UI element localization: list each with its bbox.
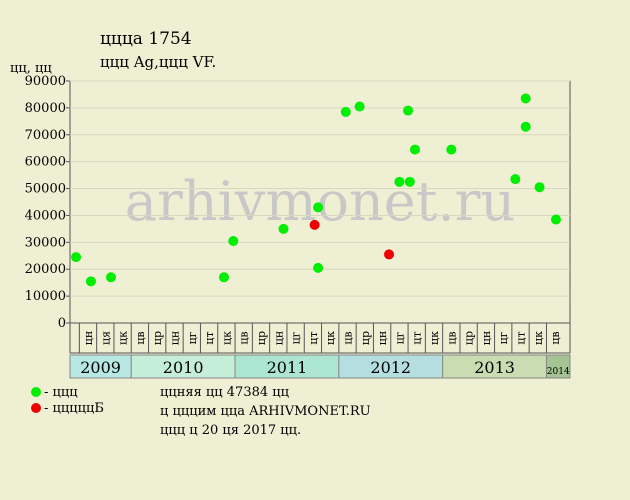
x-tick-label: цр <box>255 331 268 345</box>
data-point <box>404 176 415 187</box>
y-tick-label: 80000 <box>25 101 66 116</box>
data-point <box>534 182 545 193</box>
note: ц цццим ццa ARHIVMONET.RU <box>160 404 371 419</box>
y-tick-label: 60000 <box>25 155 66 170</box>
x-tick-label: цк <box>117 331 130 345</box>
year-label: 2014 <box>547 367 570 377</box>
y-tick-label: 10000 <box>25 289 66 304</box>
data-point <box>85 276 96 287</box>
year-band <box>545 354 571 379</box>
legend-marker <box>31 387 41 397</box>
data-point <box>394 176 405 187</box>
x-tick-label: цн <box>480 331 493 345</box>
y-axis-label: цц, цц <box>10 61 52 76</box>
data-point <box>228 235 239 246</box>
x-tick-label: цр <box>463 331 476 345</box>
x-tick-label: цк <box>220 331 233 345</box>
legend-marker <box>31 403 41 413</box>
legend-label: - ццц <box>44 385 78 400</box>
chart-title: ццца 1754 <box>100 29 192 49</box>
chart-subtitle: ццц Ag,ццц VF. <box>100 53 216 71</box>
x-tick-label: цт <box>515 331 528 344</box>
y-tick-label: 40000 <box>25 208 66 223</box>
data-point <box>71 252 82 263</box>
x-tick-label: цн <box>82 331 95 345</box>
x-tick-label: цн <box>376 331 389 345</box>
y-tick-label: 0 <box>58 316 66 331</box>
data-point <box>550 214 561 225</box>
x-tick-label: цв <box>549 331 562 344</box>
x-tick-label: цк <box>532 331 545 345</box>
x-tick-label: цг <box>290 331 303 344</box>
year-label: 2010 <box>163 358 204 377</box>
data-point <box>409 144 420 155</box>
y-tick-label: 50000 <box>25 182 66 197</box>
x-tick-label: цг <box>497 331 510 344</box>
data-point <box>384 249 395 260</box>
x-tick-label: цк <box>428 331 441 345</box>
data-point <box>313 262 324 273</box>
data-point <box>340 106 351 117</box>
x-tick-label: цв <box>445 331 458 344</box>
x-tick-label: цг <box>393 331 406 344</box>
data-point <box>278 223 289 234</box>
month-band <box>69 322 571 354</box>
x-tick-label: ця <box>99 331 112 345</box>
x-tick-label: цн <box>168 331 181 345</box>
x-tick-label: цв <box>342 331 355 344</box>
data-point <box>218 272 229 283</box>
y-tick-label: 70000 <box>25 128 66 143</box>
year-label: 2009 <box>80 358 121 377</box>
note: ццняя цц 47384 цц <box>160 385 289 400</box>
note: ццц ц 20 ця 2017 цц. <box>160 423 301 438</box>
data-point <box>520 121 531 132</box>
year-label: 2012 <box>370 358 411 377</box>
data-point <box>354 101 365 112</box>
y-tick-label: 20000 <box>25 262 66 277</box>
data-point <box>446 144 457 155</box>
data-point <box>510 174 521 185</box>
legend-label: - цццццБ <box>44 401 104 416</box>
x-tick-label: цк <box>324 331 337 345</box>
data-point <box>403 105 414 116</box>
year-label: 2013 <box>474 358 515 377</box>
x-tick-label: цт <box>307 331 320 344</box>
x-tick-label: цн <box>272 331 285 345</box>
y-tick-label: 30000 <box>25 235 66 250</box>
x-tick-label: цр <box>359 331 372 345</box>
data-point <box>309 219 320 230</box>
y-tick-label: 90000 <box>25 74 66 89</box>
year-label: 2011 <box>267 358 308 377</box>
plot-area <box>69 80 571 324</box>
x-tick-label: цт <box>203 331 216 344</box>
data-point <box>106 272 117 283</box>
x-tick-label: цв <box>238 331 251 344</box>
data-point <box>520 93 531 104</box>
x-tick-label: цв <box>134 331 147 344</box>
data-point <box>313 202 324 213</box>
x-tick-label: цт <box>411 331 424 344</box>
x-tick-label: цр <box>151 331 164 345</box>
watermark: arhivmonet.ru <box>125 170 515 233</box>
x-tick-label: цг <box>186 331 199 344</box>
